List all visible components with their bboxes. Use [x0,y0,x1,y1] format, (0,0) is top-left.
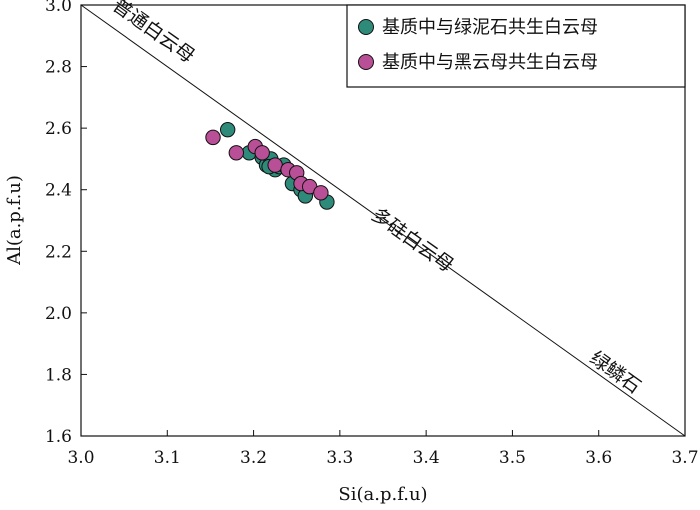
legend-marker [358,19,374,35]
data-point-series-2 [205,129,221,146]
y-axis-title: Al(a.p.f.u) [4,175,25,266]
x-tick-label: 3.1 [154,448,181,468]
x-tick-label: 3.6 [585,448,612,468]
legend-label: 基质中与黑云母共生白云母 [382,52,598,73]
reference-line-group [80,4,686,437]
x-axis-ticks: 3.0 3.1 3.2 3.3 3.4 3.5 3.6 3.7 [67,430,699,468]
y-tick-label: 2.8 [45,58,72,78]
data-point-series-1 [219,121,236,138]
legend-label: 基质中与绿泥石共生白云母 [382,17,598,38]
y-tick-label: 2.4 [45,181,72,201]
diagonal-reference-line [80,4,686,437]
y-tick-label: 2.2 [45,242,72,262]
data-point-series-2 [267,157,283,173]
data-point-series-2 [313,185,329,201]
x-tick-label: 3.2 [240,448,267,468]
x-tick-label: 3.5 [499,448,526,468]
legend-box [346,4,686,88]
x-axis-title: Si(a.p.f.u) [338,484,427,505]
x-tick-label: 3.4 [413,448,440,468]
data-point-series-2 [228,145,245,161]
y-tick-label: 2.6 [45,119,72,139]
x-tick-label: 3.7 [671,448,698,468]
x-tick-label: 3.3 [326,448,353,468]
legend-marker [358,54,374,70]
y-tick-label: 2.0 [45,304,72,324]
y-axis-ticks: 1.6 1.8 2.0 2.2 2.4 2.6 2.8 3.0 [45,0,87,447]
y-tick-label: 1.8 [45,365,72,385]
data-point-series-2 [254,145,270,161]
y-tick-label: 3.0 [45,0,72,16]
reference-line-label: 多硅白云母 [367,204,457,277]
x-tick-label: 3.0 [67,448,94,468]
reference-line-label: 绿鳞石 [586,347,645,398]
y-tick-label: 1.6 [45,427,72,447]
data-points [205,121,335,210]
